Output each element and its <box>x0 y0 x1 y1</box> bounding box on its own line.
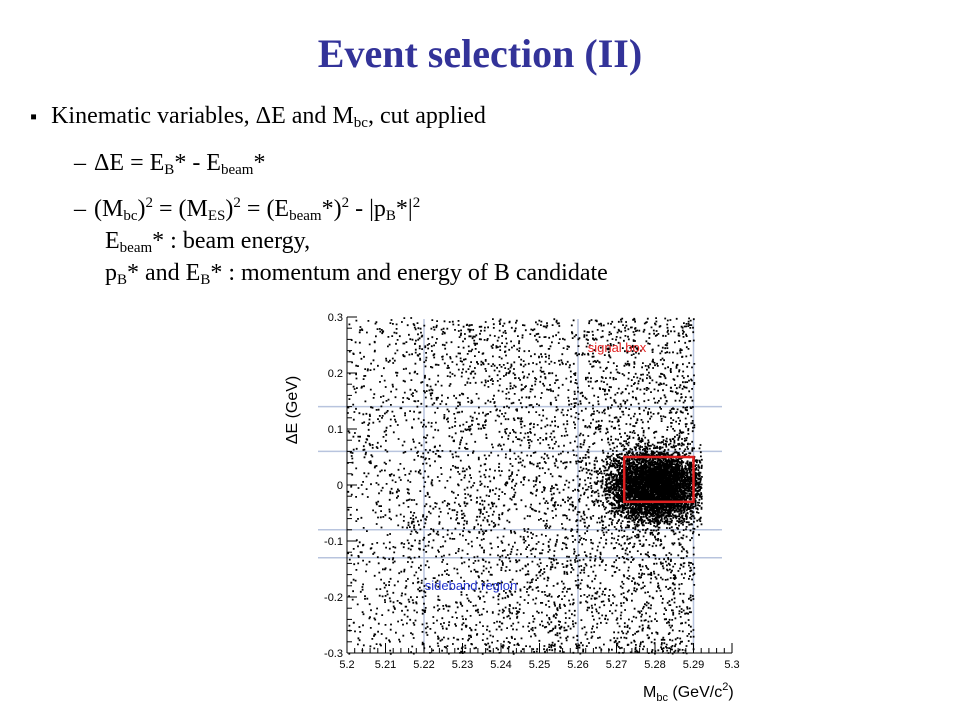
y-tick-label: 0 <box>337 480 343 492</box>
sub: beam <box>220 162 254 178</box>
sup: 2 <box>341 195 350 211</box>
text: *) <box>321 196 342 222</box>
sup: 2 <box>233 195 241 211</box>
x-axis-title: Mbc (GeV/c2) <box>643 681 734 704</box>
x-tick-label: 5.21 <box>375 659 396 671</box>
y-tick-label: -0.2 <box>324 592 343 604</box>
text: * and E <box>127 260 201 286</box>
sub: B <box>385 208 396 224</box>
dash-marker: – <box>74 196 86 222</box>
y-tick-label: 0.3 <box>328 312 343 324</box>
x-tick-label: 5.3 <box>724 659 739 671</box>
y-tick-label: 0.2 <box>328 368 343 380</box>
sub: beam <box>119 240 153 256</box>
sub: B <box>200 272 211 288</box>
bullet-marker: ▪ <box>30 106 38 128</box>
x-tick-label: 5.29 <box>683 659 704 671</box>
text: ΔE = E <box>94 150 165 176</box>
overlay: signal box sideband region <box>425 340 695 593</box>
sideband-region-label: sideband region <box>425 578 518 593</box>
sub: ES <box>207 208 226 224</box>
text: ) <box>137 196 146 222</box>
x-tick-label: 5.28 <box>644 659 665 671</box>
y-tick-label: 0.1 <box>328 424 343 436</box>
subbullet-mbc-line1: – (Mbc)2 = (MES)2 = (Ebeam*)2 - |pB*|2 <box>74 195 421 224</box>
x-axis-title-unit-sup: 2 <box>722 681 728 693</box>
x-axis-title-unit-post: ) <box>728 684 733 701</box>
y-axis-title: ΔE (GeV) <box>284 376 301 444</box>
text: * - E <box>174 150 221 176</box>
x-axis-title-sub: bc <box>656 692 668 704</box>
text: p <box>105 260 117 286</box>
dash-marker: – <box>74 150 86 176</box>
event-dots <box>347 317 703 655</box>
x-axis-title-unit-pre: (GeV/c <box>668 684 722 701</box>
y-tick-label: -0.1 <box>324 536 343 548</box>
sup: 2 <box>412 195 421 211</box>
x-tick-label: 5.22 <box>413 659 434 671</box>
text: * <box>253 150 266 176</box>
x-tick-label: 5.23 <box>452 659 473 671</box>
text: (M <box>94 196 124 222</box>
text: * : momentum and energy of B candidate <box>210 260 608 286</box>
y-tick-label: -0.3 <box>324 648 343 660</box>
bullet-kinematic-variables: ▪ Kinematic variables, ΔE and Mbc, cut ap… <box>30 103 486 131</box>
slide-title: Event selection (II) <box>317 31 643 76</box>
sub: B <box>117 272 128 288</box>
bullet-text-pre: Kinematic variables, ΔE and M <box>51 103 354 129</box>
axes: 5.2 5.21 5.22 5.23 5.24 5.25 5.26 5.27 5.28 5.29 5… <box>324 312 740 671</box>
sup: 2 <box>145 195 154 211</box>
text: = (E <box>240 196 290 222</box>
sub: bc <box>123 208 138 224</box>
x-tick-label: 5.26 <box>567 659 588 671</box>
bullet-text-post: , cut applied <box>367 103 486 129</box>
x-tick-label: 5.27 <box>606 659 627 671</box>
sub: B <box>164 162 175 178</box>
text: E <box>105 228 120 254</box>
event-points <box>347 317 703 655</box>
subbullet-mbc-line2: Ebeam* : beam energy, <box>105 228 311 256</box>
x-tick-label: 5.2 <box>339 659 354 671</box>
text: - |p <box>349 196 386 222</box>
signal-box-label: signal box <box>588 340 647 355</box>
text: ) <box>225 196 234 222</box>
bullet-text-sub: bc <box>353 115 368 131</box>
sub: beam <box>289 208 322 224</box>
subbullet-delta-e: – ΔE = EB* - Ebeam* <box>74 150 266 178</box>
x-axis-title-main: M <box>643 684 656 701</box>
x-tick-label: 5.24 <box>490 659 511 671</box>
text: * : beam energy, <box>152 228 311 254</box>
text: = (M <box>153 196 208 222</box>
subbullet-mbc-line3: pB* and EB* : momentum and energy of B c… <box>105 260 608 288</box>
signal-box <box>622 455 695 504</box>
text: *| <box>395 196 413 222</box>
axis-titles: ΔE (GeV) Mbc (GeV/c2) <box>284 376 734 704</box>
x-tick-label: 5.25 <box>529 659 550 671</box>
